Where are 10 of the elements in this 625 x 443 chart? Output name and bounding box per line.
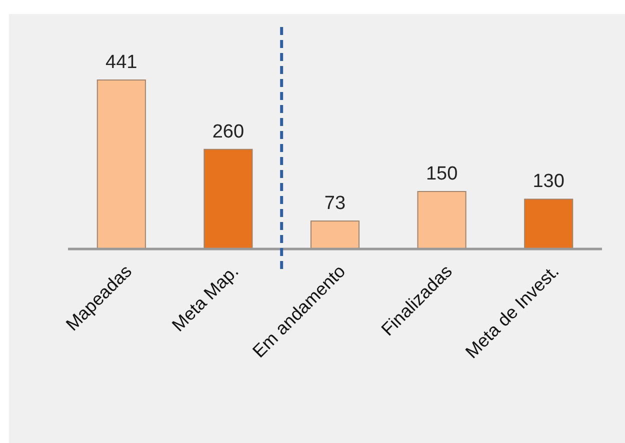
data-label: 73 bbox=[324, 193, 346, 214]
bar bbox=[310, 220, 360, 250]
data-label: 260 bbox=[212, 121, 244, 142]
bar bbox=[204, 148, 253, 250]
bar bbox=[417, 191, 466, 250]
bar bbox=[96, 80, 146, 250]
data-label: 150 bbox=[426, 164, 458, 185]
data-label: 441 bbox=[106, 52, 138, 73]
bar bbox=[524, 198, 574, 250]
data-label: 130 bbox=[532, 171, 564, 192]
